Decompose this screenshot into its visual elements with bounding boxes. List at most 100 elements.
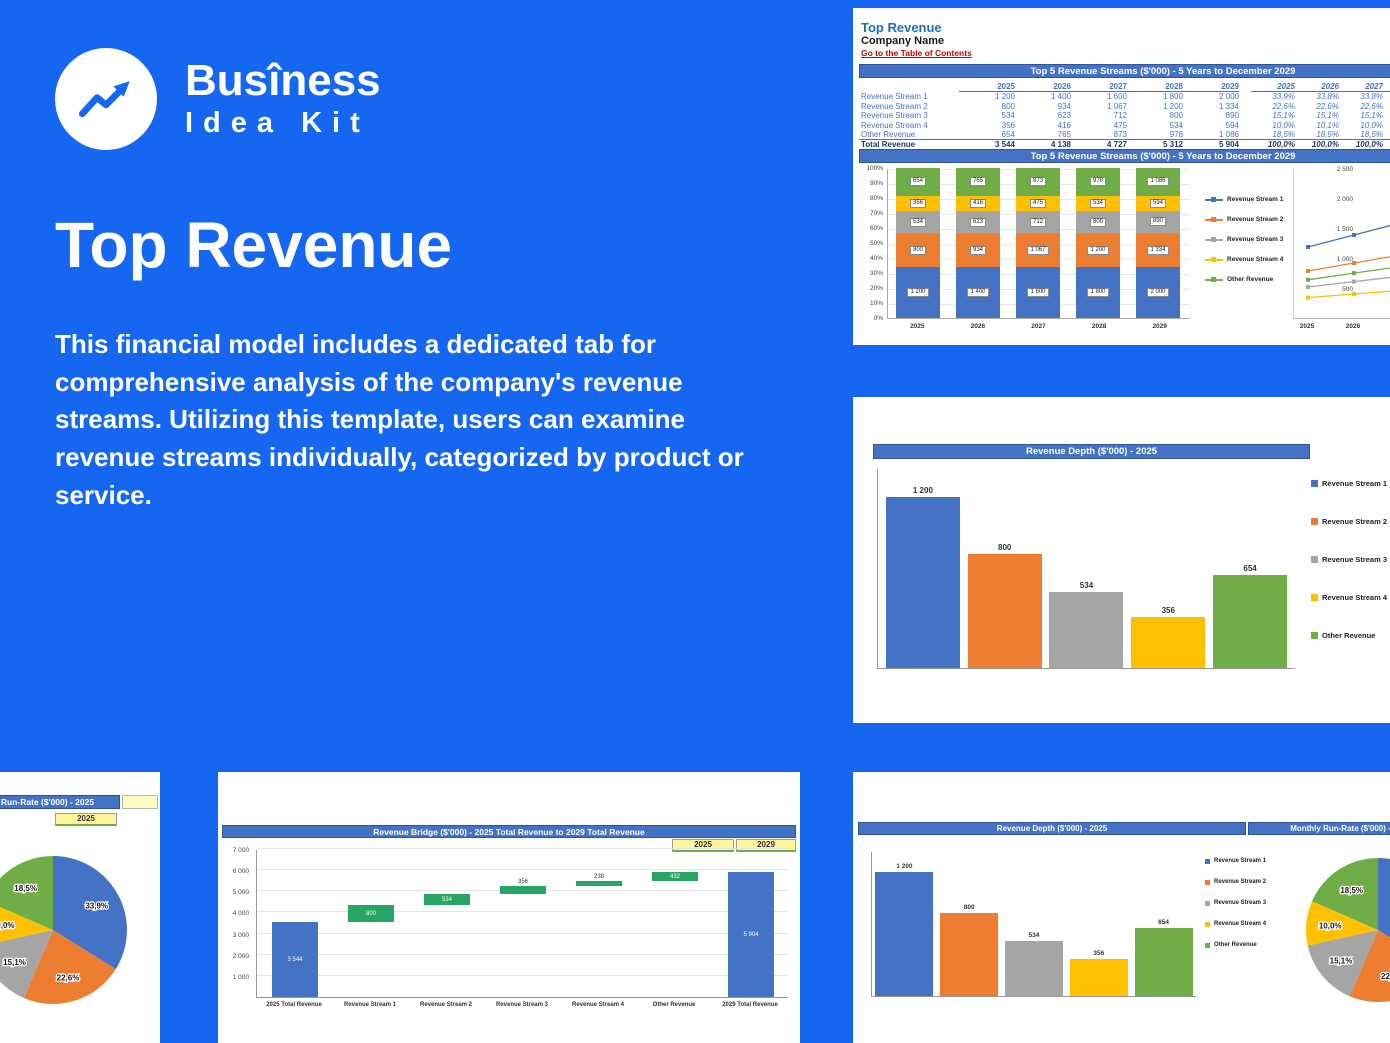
bar-segment: 800 xyxy=(1076,210,1120,234)
spreadsheet-panel: Top Revenue Company Name Go to the Table… xyxy=(853,8,1390,345)
monthly-run-rate-pie-chart: 33,9%22,6%15,1%10,0%18,5% xyxy=(1306,858,1390,1003)
row-label: Other Revenue xyxy=(861,130,916,140)
revenue-bridge-panel: Revenue Bridge ($'000) - 2025 Total Reve… xyxy=(218,772,800,1043)
table-row: Revenue Stream 1 1 200 1 400 1 600 1 800 2 00… xyxy=(859,92,1390,101)
legend-marker xyxy=(1311,518,1318,525)
line-marker xyxy=(1352,279,1356,284)
bar-value-label: 873 xyxy=(1029,177,1046,187)
trend-arrow-icon xyxy=(78,81,130,118)
pie-slice xyxy=(1349,930,1390,1003)
line-marker xyxy=(1352,233,1356,237)
row-percent: 18,5% xyxy=(1316,130,1339,140)
row-percent: 15,1% xyxy=(1383,111,1390,120)
year-header: 2027 xyxy=(1071,82,1127,93)
axis-category-label: 2027 xyxy=(1031,323,1046,330)
table-of-contents-link[interactable]: Go to the Table of Contents xyxy=(861,48,972,58)
bar-value-label: 356 xyxy=(1093,950,1105,958)
line-chart-y-axis: 2 500 2 000 1 500 1 000 500 xyxy=(1323,166,1353,322)
bar-value-label: 534 xyxy=(441,896,452,903)
axis-tick-label: 1 500 xyxy=(1336,226,1353,233)
bar-segment: 800 xyxy=(896,233,940,268)
legend-label: Revenue Stream 4 xyxy=(1227,256,1284,263)
delta-bar: 432 xyxy=(652,872,698,882)
bar-value-label: 800 xyxy=(1089,217,1106,227)
line-marker xyxy=(1306,245,1310,249)
revenue-depth-title-small: Revenue Depth ($'000) - 2025 xyxy=(858,822,1246,835)
row-value: 4 727 xyxy=(1106,140,1127,150)
table-gap xyxy=(1239,92,1251,101)
axis-tick-label: 1 000 xyxy=(1336,256,1353,263)
pct-year-header: 2025 xyxy=(1251,82,1295,93)
bar-value-label: 1 400 xyxy=(967,288,989,298)
bar xyxy=(1213,574,1288,668)
depth-and-run-rate-panel: Revenue Depth ($'000) - 2025 Monthly Run… xyxy=(853,772,1390,1043)
axis-tick-label: 1 000 xyxy=(232,973,249,981)
year-cell[interactable] xyxy=(122,795,158,809)
bar-value-label: 5 904 xyxy=(743,931,759,938)
axis-tick-label: 100% xyxy=(866,165,883,172)
row-value: 1 334 xyxy=(1218,101,1239,111)
row-value: 873 xyxy=(1113,130,1127,140)
bar-segment: 978 xyxy=(1076,168,1120,196)
gridline xyxy=(257,911,788,913)
legend-marker xyxy=(1205,216,1223,223)
legend-item: Revenue Stream 3 xyxy=(1205,236,1283,243)
revenue-depth-legend: Revenue Stream 1 Revenue Stream 2 Revenue … xyxy=(1311,479,1387,640)
bar-value-label: 356 xyxy=(517,879,528,886)
axis-category-label: 2028 xyxy=(1091,323,1107,330)
row-value: 934 xyxy=(1057,101,1071,111)
legend-label: Revenue Stream 3 xyxy=(1322,555,1388,564)
bar-segment: 475 xyxy=(1016,195,1060,211)
company-name: Company Name xyxy=(861,35,945,47)
row-percent: 15,1% xyxy=(1316,111,1339,121)
pie-slice xyxy=(1312,858,1378,930)
pie-slice xyxy=(1306,901,1378,946)
bar-segment: 765 xyxy=(956,168,1000,196)
row-value: 800 xyxy=(1169,111,1183,121)
row-percent: 18,5% xyxy=(1272,130,1295,140)
axis-category-label: 2029 Total Revenue xyxy=(722,1002,778,1008)
legend-label: Other Revenue xyxy=(1214,942,1257,948)
revenue-depth-chart-small: 1 200 800 534 356 654 xyxy=(871,852,1196,997)
row-percent: 100,0% xyxy=(1267,140,1295,150)
line-marker xyxy=(1306,277,1310,282)
table-header-spacer xyxy=(859,82,959,92)
bar-value-label: 623 xyxy=(969,217,986,227)
axis-category-label: 2026 xyxy=(1345,323,1361,330)
gridline xyxy=(257,848,788,849)
row-percent: 15,1% xyxy=(1360,111,1383,121)
legend-label: Revenue Stream 3 xyxy=(1227,236,1284,243)
axis-tick-label: 2 000 xyxy=(1336,196,1353,203)
hero-section: Busîness Idea Kit Top Revenue This finan… xyxy=(55,48,795,514)
row-percent: 10,1% xyxy=(1316,120,1339,130)
row-value: 1 200 xyxy=(1162,101,1183,111)
bar-slot: 3 544 xyxy=(272,850,318,997)
bar-segment: 1 067 xyxy=(1016,233,1060,268)
bar-value-label: 800 xyxy=(963,904,975,912)
bar-segment: 712 xyxy=(1016,210,1060,234)
year-header: 2026 xyxy=(1015,82,1071,93)
bar-segment: 416 xyxy=(956,195,1000,211)
year-selector[interactable]: 2025 xyxy=(55,813,117,826)
legend-marker xyxy=(1205,921,1210,927)
revenue-line-chart xyxy=(1293,169,1390,319)
row-percent: 22,6% xyxy=(1360,101,1383,111)
legend-label: Revenue Stream 4 xyxy=(1214,921,1267,927)
legend-item: Revenue Stream 4 xyxy=(1311,593,1387,602)
row-percent: 33,8% xyxy=(1316,92,1339,102)
legend-marker xyxy=(1205,942,1210,948)
gridline xyxy=(257,974,788,976)
line-marker xyxy=(1306,269,1310,273)
legend-label: Other Revenue xyxy=(1227,276,1274,283)
pie-percent-label: 15,1% xyxy=(3,958,26,967)
legend-label: Revenue Stream 1 xyxy=(1322,479,1388,488)
row-percent: 15,1% xyxy=(1272,111,1295,121)
bar-segment: 1 086 xyxy=(1136,168,1180,196)
bar-value-label: 1 600 xyxy=(1027,288,1049,298)
stacked-chart-x-axis: 2025 2026 2027 2028 2029 xyxy=(887,323,1190,330)
page-description: This financial model includes a dedicate… xyxy=(55,329,744,510)
bar-value-label: 594 xyxy=(1149,198,1166,208)
legend-label: Revenue Stream 3 xyxy=(1214,900,1267,906)
legend-marker xyxy=(1311,556,1318,563)
row-label: Revenue Stream 2 xyxy=(861,101,928,111)
